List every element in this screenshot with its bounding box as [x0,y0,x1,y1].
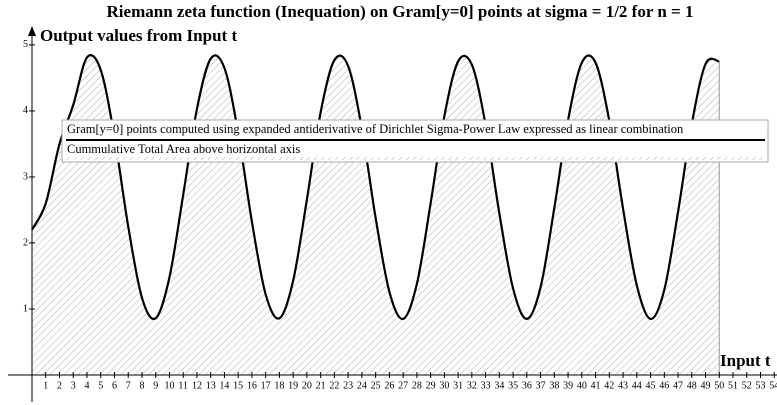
x-tick-label: 44 [632,380,642,391]
x-tick-label: 13 [206,380,216,391]
x-tick-label: 32 [467,380,477,391]
x-tick-label: 6 [112,380,117,391]
x-tick-label: 51 [728,380,738,391]
x-tick-label: 47 [673,380,683,391]
line [31,54,720,321]
x-tick-label: 25 [371,380,381,391]
legend-swatch [66,157,765,160]
x-tick-label: 26 [384,380,394,391]
x-tick-label: 49 [701,380,711,391]
x-tick-label: 16 [247,380,257,391]
x-tick-label: 12 [192,380,202,391]
x-tick-label: 52 [742,380,752,391]
x-tick-label: 22 [329,380,339,391]
x-tick-label: 21 [316,380,326,391]
x-tick-label: 29 [426,380,436,391]
legend-label: Gram[y=0] points computed using expanded… [67,122,684,136]
x-tick-label: 39 [563,380,573,391]
legend-label: Cummulative Total Area above horizontal … [67,142,300,156]
x-tick-label: 50 [714,380,724,391]
x-tick-label: 8 [139,380,144,391]
y-axis-label: Output values from Input t [40,26,237,45]
x-tick-label: 38 [549,380,559,391]
x-tick-label: 15 [233,380,243,391]
x-tick-label: 40 [577,380,587,391]
x-tick-label: 23 [343,380,353,391]
y-tick-label: 3 [23,171,28,182]
x-tick-label: 18 [274,380,284,391]
x-tick-label: 9 [153,380,158,391]
x-tick-label: 27 [398,380,408,391]
y-tick-label: 2 [23,237,28,248]
x-tick-label: 4 [84,380,89,391]
x-tick-label: 1 [43,380,48,391]
y-tick-label: 1 [23,303,28,314]
x-tick-label: 35 [508,380,518,391]
x-tick-label: 36 [522,380,532,391]
x-tick-label: 30 [439,380,449,391]
x-tick-label: 37 [536,380,546,391]
x-tick-label: 34 [494,380,504,391]
x-tick-label: 7 [126,380,131,391]
y-tick-label: 5 [23,39,28,50]
x-tick-label: 3 [71,380,76,391]
x-tick-label: 2 [57,380,62,391]
x-tick-label: 46 [659,380,669,391]
x-tick-label: 19 [288,380,298,391]
x-tick-label: 43 [618,380,628,391]
x-tick-label: 24 [357,380,367,391]
x-tick-label: 31 [453,380,463,391]
y-axis-arrow [28,26,36,36]
x-axis-label: Input t [720,351,771,370]
x-tick-label: 45 [646,380,656,391]
x-tick-label: 14 [219,380,229,391]
legend: Gram[y=0] points computed using expanded… [61,119,769,163]
x-tick-label: 17 [261,380,271,391]
x-tick-label: 33 [481,380,491,391]
x-tick-label: 20 [302,380,312,391]
x-tick-label: 42 [604,380,614,391]
x-tick-label: 53 [756,380,766,391]
y-tick-label: 4 [23,105,28,116]
x-tick-label: 28 [412,380,422,391]
x-tick-label: 5 [98,380,103,391]
x-tick-label: 48 [687,380,697,391]
chart-title: Riemann zeta function (Inequation) on Gr… [107,2,694,21]
x-tick-label: 41 [591,380,601,391]
x-tick-label: 54 [769,380,777,391]
x-tick-label: 11 [178,380,188,391]
x-tick-label: 10 [164,380,174,391]
